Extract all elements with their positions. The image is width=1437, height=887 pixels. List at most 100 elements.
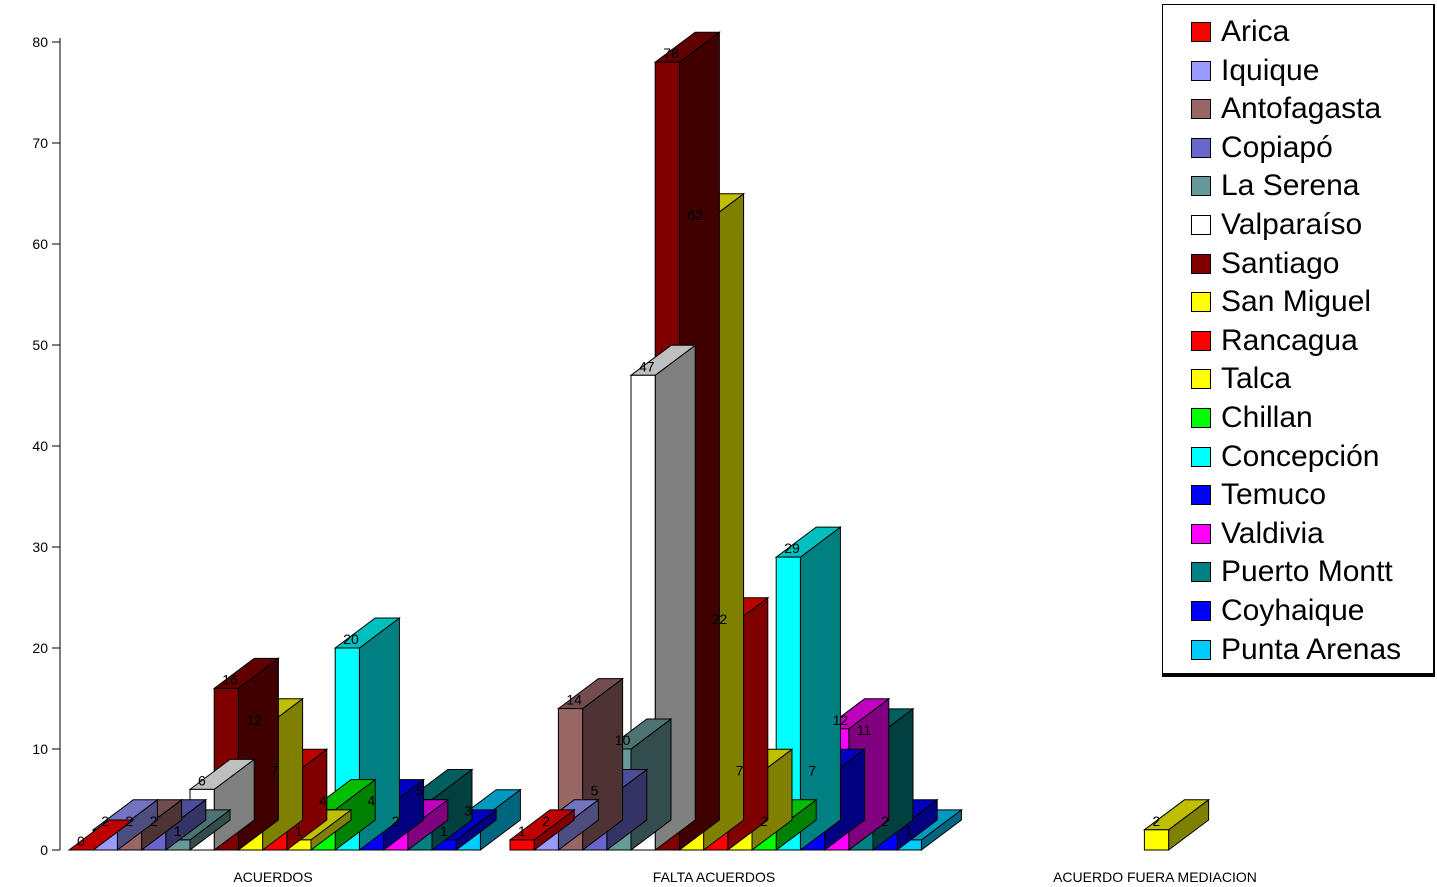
legend-item: Valparaíso (1191, 206, 1362, 244)
legend-label: Coyhaique (1221, 594, 1365, 627)
legend-swatch (1191, 523, 1211, 544)
legend-item: Rancagua (1191, 322, 1358, 360)
data-label: 4 (319, 793, 327, 809)
legend-swatch (1191, 639, 1211, 660)
y-tick-label: 80 (32, 34, 48, 50)
y-tick-label: 40 (32, 438, 48, 454)
data-label: 1 (518, 823, 526, 839)
data-label: 7 (808, 762, 816, 778)
bar-arica-0 (67, 819, 135, 851)
data-label: 29 (784, 540, 800, 556)
data-label: 10 (615, 732, 631, 748)
data-label: 7 (271, 762, 279, 778)
legend-label: Valparaíso (1221, 208, 1363, 241)
data-label: 5 (416, 783, 424, 799)
y-axis: 0 10 20 30 40 50 60 70 80 (32, 34, 61, 858)
legend-swatch (1191, 601, 1211, 621)
data-label: 1 (905, 823, 913, 839)
data-label: 12 (833, 712, 849, 728)
bar-san-miguel-2 (1142, 798, 1211, 851)
legend-item: Chillan (1191, 399, 1313, 437)
data-label: 2 (1152, 813, 1160, 829)
legend-swatch (1191, 369, 1211, 390)
legend-swatch (1191, 60, 1211, 81)
data-label: 62 (687, 207, 703, 223)
data-label: 2 (760, 813, 768, 829)
data-label: 20 (343, 631, 359, 647)
legend: Arica Iquique Antofagasta Copiapó La Serena V… (1162, 4, 1435, 677)
y-tick-label: 60 (32, 236, 48, 252)
data-label: 2 (542, 813, 550, 829)
y-tick-label: 0 (40, 842, 48, 858)
legend-swatch (1191, 292, 1211, 313)
legend-item: Temuco (1191, 476, 1326, 514)
legend-swatch (1191, 99, 1211, 120)
legend-swatch (1191, 330, 1211, 351)
legend-swatch (1191, 22, 1211, 42)
legend-label: Iquique (1221, 53, 1320, 87)
legend-label: Talca (1221, 362, 1292, 396)
legend-swatch (1191, 253, 1211, 274)
legend-item: Talca (1191, 360, 1291, 398)
data-label: 11 (857, 722, 872, 738)
legend-label: Punta Arenas (1221, 632, 1402, 666)
legend-label: Rancagua (1221, 323, 1358, 357)
data-label: 2 (101, 813, 109, 829)
legend-label: Copiapó (1221, 130, 1333, 164)
data-label: 3 (464, 803, 472, 819)
data-label: 1 (295, 823, 303, 839)
legend-swatch (1191, 176, 1211, 197)
legend-label: Concepción (1221, 439, 1380, 473)
legend-item: Coyhaique (1191, 592, 1364, 630)
data-label: 12 (246, 712, 262, 728)
data-label: 5 (591, 783, 599, 799)
legend-item: Copiapó (1191, 129, 1333, 167)
legend-label: Arica (1221, 15, 1290, 48)
legend-label: Antofagasta (1221, 92, 1382, 126)
legend-item: La Serena (1191, 167, 1359, 205)
legend-item: Puerto Montt (1191, 553, 1393, 591)
legend-label: Temuco (1221, 478, 1327, 512)
legend-swatch (1191, 408, 1211, 428)
x-category-label: FALTA ACUERDOS (653, 869, 775, 885)
data-label: 1 (440, 823, 448, 839)
data-label: 47 (639, 358, 655, 374)
legend-swatch (1191, 137, 1211, 158)
data-labels: 02 2 2161612714204251312145104778622272297… (77, 45, 1160, 849)
y-tick-label: 30 (32, 539, 48, 555)
legend-item: Punta Arenas (1191, 631, 1401, 669)
data-label: 22 (712, 611, 728, 627)
legend-item: Valdivia (1191, 515, 1324, 553)
legend-item: Santiago (1191, 245, 1339, 283)
y-tick-label: 50 (32, 337, 48, 353)
legend-swatch (1191, 215, 1211, 235)
y-tick-label: 20 (32, 640, 48, 656)
data-label: 16 (222, 671, 238, 687)
bars (67, 31, 1211, 852)
legend-item: Concepción (1191, 438, 1379, 476)
data-label: 1 (174, 823, 182, 839)
y-tick-label: 10 (32, 741, 48, 757)
legend-label: La Serena (1221, 169, 1360, 203)
x-category-label: ACUERDO FUERA MEDIACION (1053, 869, 1257, 885)
legend-label: Chillan (1221, 401, 1313, 434)
legend-swatch (1191, 562, 1211, 583)
legend-swatch (1191, 446, 1211, 467)
data-label: 14 (566, 692, 582, 708)
data-label: 6 (198, 772, 206, 788)
x-axis-categories: ACUERDOS FALTA ACUERDOS ACUERDO FUERA MEDI… (233, 869, 1257, 885)
data-label: 2 (150, 813, 158, 829)
x-category-label: ACUERDOS (233, 869, 312, 885)
legend-label: San Miguel (1221, 285, 1372, 319)
y-tick-label: 70 (32, 135, 48, 151)
data-label: 2 (125, 813, 133, 829)
data-label: 7 (736, 762, 744, 778)
legend-item: Antofagasta (1191, 90, 1381, 128)
legend-item: Iquique (1191, 52, 1319, 90)
legend-label: Santiago (1221, 246, 1340, 280)
legend-label: Valdivia (1221, 516, 1324, 550)
data-label: 2 (881, 813, 889, 829)
legend-swatch (1191, 485, 1211, 506)
legend-item: San Miguel (1191, 283, 1371, 321)
